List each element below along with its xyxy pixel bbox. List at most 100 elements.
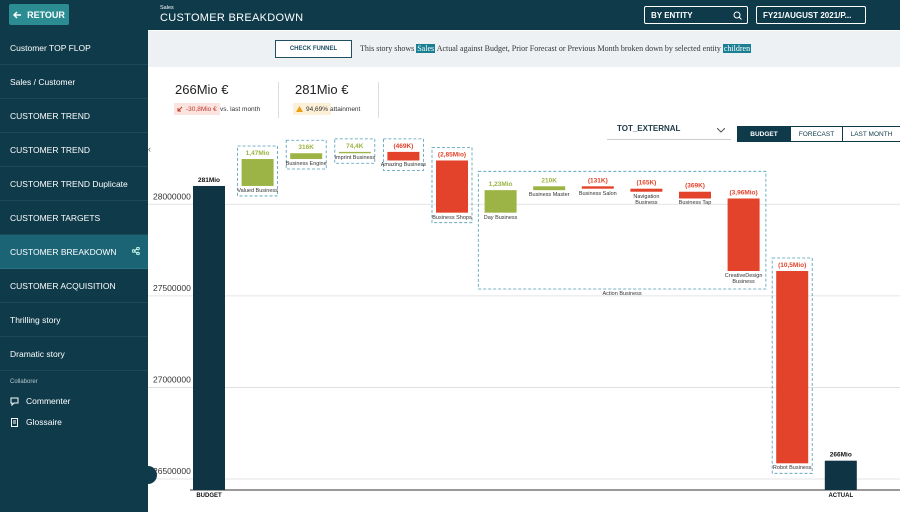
bar <box>581 186 614 189</box>
selection-box <box>771 257 813 474</box>
check-funnel-button[interactable]: CHECK FUNNEL <box>275 40 352 58</box>
kpi-badge: 94,69% <box>293 103 332 115</box>
highlight: children <box>722 44 752 53</box>
category-label: Business Shops <box>432 214 472 221</box>
button-label: CHECK FUNNEL <box>289 46 338 52</box>
bar <box>241 159 274 186</box>
sentence-text: This story shows <box>360 44 415 53</box>
bar <box>436 160 468 213</box>
tool-item[interactable]: Glossaire <box>10 417 62 427</box>
back-label: RETOUR <box>27 9 65 20</box>
selection-box <box>382 138 424 171</box>
warning-icon <box>296 106 303 112</box>
bar <box>824 460 857 490</box>
nav-item[interactable]: Thrilling story <box>0 303 148 337</box>
bar <box>776 271 809 464</box>
dimension-dropdown[interactable]: TOT_EXTERNAL <box>607 124 731 140</box>
selection-box <box>237 145 279 197</box>
category-label: CreativeDesign Business <box>724 273 763 285</box>
version-option[interactable]: BUDGET <box>738 127 790 141</box>
divider <box>378 82 379 118</box>
nav-item[interactable]: Dramatic story <box>0 337 148 371</box>
category-label: Amazing Business <box>380 162 427 169</box>
value-label: (131K) <box>588 177 608 184</box>
sidebar: RETOUR Customer TOP FLOP Sales / Customer… <box>0 0 148 512</box>
tool-item[interactable]: Commenter <box>10 396 70 406</box>
value-label: 1,23Mio <box>489 181 513 188</box>
version-toggle: BUDGET FORECAST LAST MONTH <box>737 126 900 142</box>
kpi-note: attainment <box>330 105 361 113</box>
group-box <box>477 170 767 290</box>
selection-box <box>334 138 376 164</box>
tool-label: Glossaire <box>26 417 62 427</box>
y-tick-label: 27500000 <box>153 283 191 293</box>
value-label: 266Mio <box>830 452 852 459</box>
nav-item[interactable]: CUSTOMER TREND <box>0 133 148 167</box>
tool-label: Commenter <box>26 396 71 406</box>
category-label: Business Salon <box>578 190 617 197</box>
y-tick-label: 26500000 <box>153 466 191 476</box>
selection-box <box>285 139 327 170</box>
category-label: Business Engine <box>285 161 327 168</box>
value-label: (3,96Mio) <box>730 189 758 196</box>
comment-icon <box>10 397 19 406</box>
category-label: Business Tap <box>678 200 712 207</box>
nav-item[interactable]: CUSTOMER TARGETS <box>0 201 148 235</box>
bar <box>338 151 371 154</box>
version-option[interactable]: LAST MONTH <box>842 127 900 141</box>
sentence-text: Actual against Budget, Prior Forecast or… <box>436 44 721 53</box>
y-tick-label: 28000000 <box>153 191 191 201</box>
value-label: (369K) <box>685 183 705 190</box>
kpi-note: vs. last month <box>220 105 261 113</box>
info-bar: CHECK FUNNEL This story shows Sales Actu… <box>148 31 900 67</box>
value-label: (2,85Mio) <box>438 151 466 158</box>
nav-item[interactable]: CUSTOMER BREAKDOWN <box>0 235 148 269</box>
nav-item[interactable]: Sales / Customer <box>0 65 148 99</box>
value-label: 74,4K <box>346 143 364 150</box>
nav-item[interactable]: CUSTOMER TREND <box>0 99 148 133</box>
bar <box>290 153 323 160</box>
version-option[interactable]: FORECAST <box>790 127 842 141</box>
search-icon <box>733 11 742 20</box>
selection-box <box>431 147 473 224</box>
category-label: Day Business <box>483 214 518 221</box>
period-filter[interactable]: FY21/AUGUST 2021/P... <box>756 6 866 24</box>
bar <box>533 186 566 191</box>
bar <box>387 151 420 161</box>
group-label: Action Business <box>603 291 642 297</box>
section-label: Collaborer <box>10 379 38 385</box>
value-label: 1,47Mio <box>246 150 270 157</box>
value-label: (165K) <box>636 180 656 187</box>
kpi-value: 266Mio € <box>175 82 229 97</box>
kpi-badge: -30,8Mio € <box>174 103 220 115</box>
category-label: ACTUAL <box>828 493 854 499</box>
nav-item[interactable]: CUSTOMER TREND Duplicate <box>0 167 148 201</box>
chevron <box>717 128 725 133</box>
header-overline: Sales <box>160 5 174 11</box>
category-label: Business Master <box>528 192 570 199</box>
nav-item[interactable]: CUSTOMER ACQUISITION <box>0 269 148 303</box>
entity-filter[interactable]: BY ENTITY <box>644 6 748 24</box>
share-icon[interactable] <box>132 247 140 255</box>
value-label: (469K) <box>393 143 413 150</box>
collapse-arrow[interactable]: ‹ <box>148 144 151 154</box>
category-label: Imprint Business <box>334 155 376 162</box>
value-label: 210K <box>541 177 557 184</box>
kpi-value: 281Mio € <box>295 82 349 97</box>
story-sentence: This story shows Sales Actual against Bu… <box>360 44 752 53</box>
value-label: 281Mio <box>198 177 220 184</box>
divider <box>278 82 279 118</box>
period-label: FY21/AUGUST 2021/P... <box>763 10 852 20</box>
back-icon <box>13 10 22 19</box>
glossary-icon <box>11 417 18 427</box>
value-label: (10,5Mio) <box>778 262 806 269</box>
nav-item[interactable]: Customer TOP FLOP <box>0 31 148 65</box>
nav-list: Customer TOP FLOP Sales / Customer CUSTOME… <box>0 31 148 371</box>
bar <box>679 191 711 199</box>
back-button[interactable]: RETOUR <box>9 4 69 25</box>
filter-label: BY ENTITY <box>651 10 693 20</box>
category-label: Valued Business <box>237 187 278 194</box>
badge-label: 94,69% <box>306 105 329 113</box>
y-tick-label: 27000000 <box>153 374 191 384</box>
